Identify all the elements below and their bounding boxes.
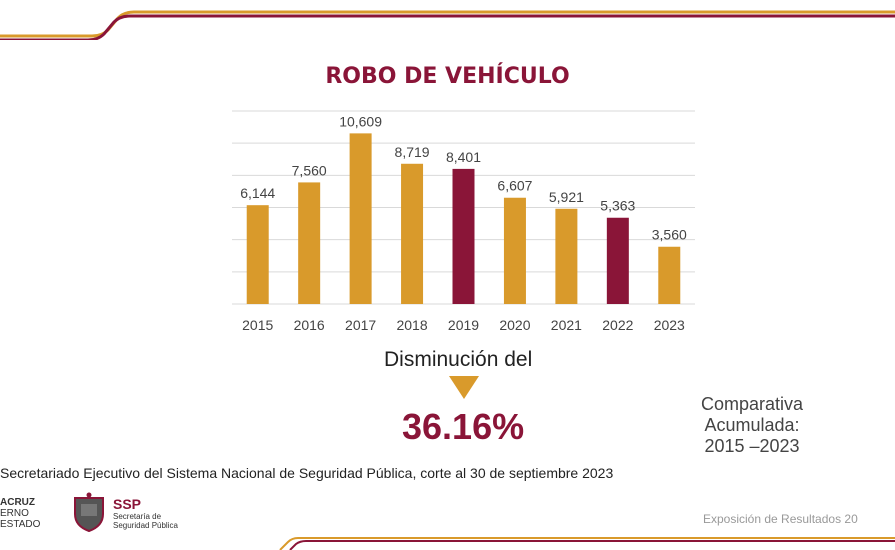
bar-2020 (503, 197, 526, 304)
category-label-2019: 2019 (448, 317, 479, 333)
gov-logo-line-3: ESTADO (0, 519, 41, 530)
comparison-line-3: 2015 –2023 (704, 436, 800, 456)
category-label-2018: 2018 (396, 317, 427, 333)
bar-2019 (452, 168, 475, 304)
bar-2016 (298, 182, 321, 304)
ssp-logo: SSP Secretaría de Seguridad Pública (113, 496, 178, 531)
comparison-line-1: Comparativa (700, 394, 804, 414)
value-label-2017: 10,609 (339, 113, 382, 129)
footer-decoration (279, 537, 895, 550)
comparison-line-2: Acumulada: (704, 415, 800, 435)
ssp-logo-sub-1: Secretaría de (113, 512, 162, 521)
category-label-2020: 2020 (499, 317, 530, 333)
value-label-2021: 5,921 (549, 189, 584, 205)
gov-logo-line-1: ACRUZ (0, 497, 35, 508)
value-label-2015: 6,144 (240, 185, 275, 201)
value-label-2022: 5,363 (600, 198, 635, 214)
value-label-2018: 8,719 (395, 144, 430, 160)
comparison-note: Comparativa Acumulada: 2015 –2023 (660, 394, 844, 457)
value-label-2019: 8,401 (446, 149, 481, 165)
category-label-2017: 2017 (345, 317, 376, 333)
value-label-2023: 3,560 (652, 227, 687, 243)
category-label-2021: 2021 (551, 317, 582, 333)
bar-2022 (606, 217, 629, 304)
value-label-2020: 6,607 (497, 178, 532, 194)
gov-logo-line-2: ERNO (0, 508, 29, 519)
footer-text: Exposición de Resultados 20 (703, 512, 858, 526)
category-label-2015: 2015 (242, 317, 273, 333)
value-label-2016: 7,560 (292, 162, 327, 178)
ssp-logo-title: SSP (113, 496, 142, 512)
bar-2017 (349, 133, 372, 304)
chart-title: ROBO DE VEHÍCULO (325, 64, 570, 89)
ssp-logo-sub-2: Seguridad Pública (113, 521, 178, 530)
category-label-2022: 2022 (602, 317, 633, 333)
bar-2015 (246, 205, 269, 304)
source-note: Secretariado Ejecutivo del Sistema Nacio… (0, 465, 614, 481)
category-label-2016: 2016 (294, 317, 325, 333)
header-decoration (0, 10, 895, 40)
bar-2018 (401, 163, 424, 304)
category-label-2023: 2023 (654, 317, 685, 333)
decrease-percentage: 36.16% (402, 406, 525, 447)
down-triangle-icon (449, 376, 479, 399)
decrease-label: Disminución del (384, 348, 533, 371)
bar-2023 (658, 246, 681, 304)
bar-2021 (555, 208, 578, 304)
government-logo: ACRUZ ERNO ESTADO (0, 497, 40, 530)
shield-icon (74, 492, 104, 532)
